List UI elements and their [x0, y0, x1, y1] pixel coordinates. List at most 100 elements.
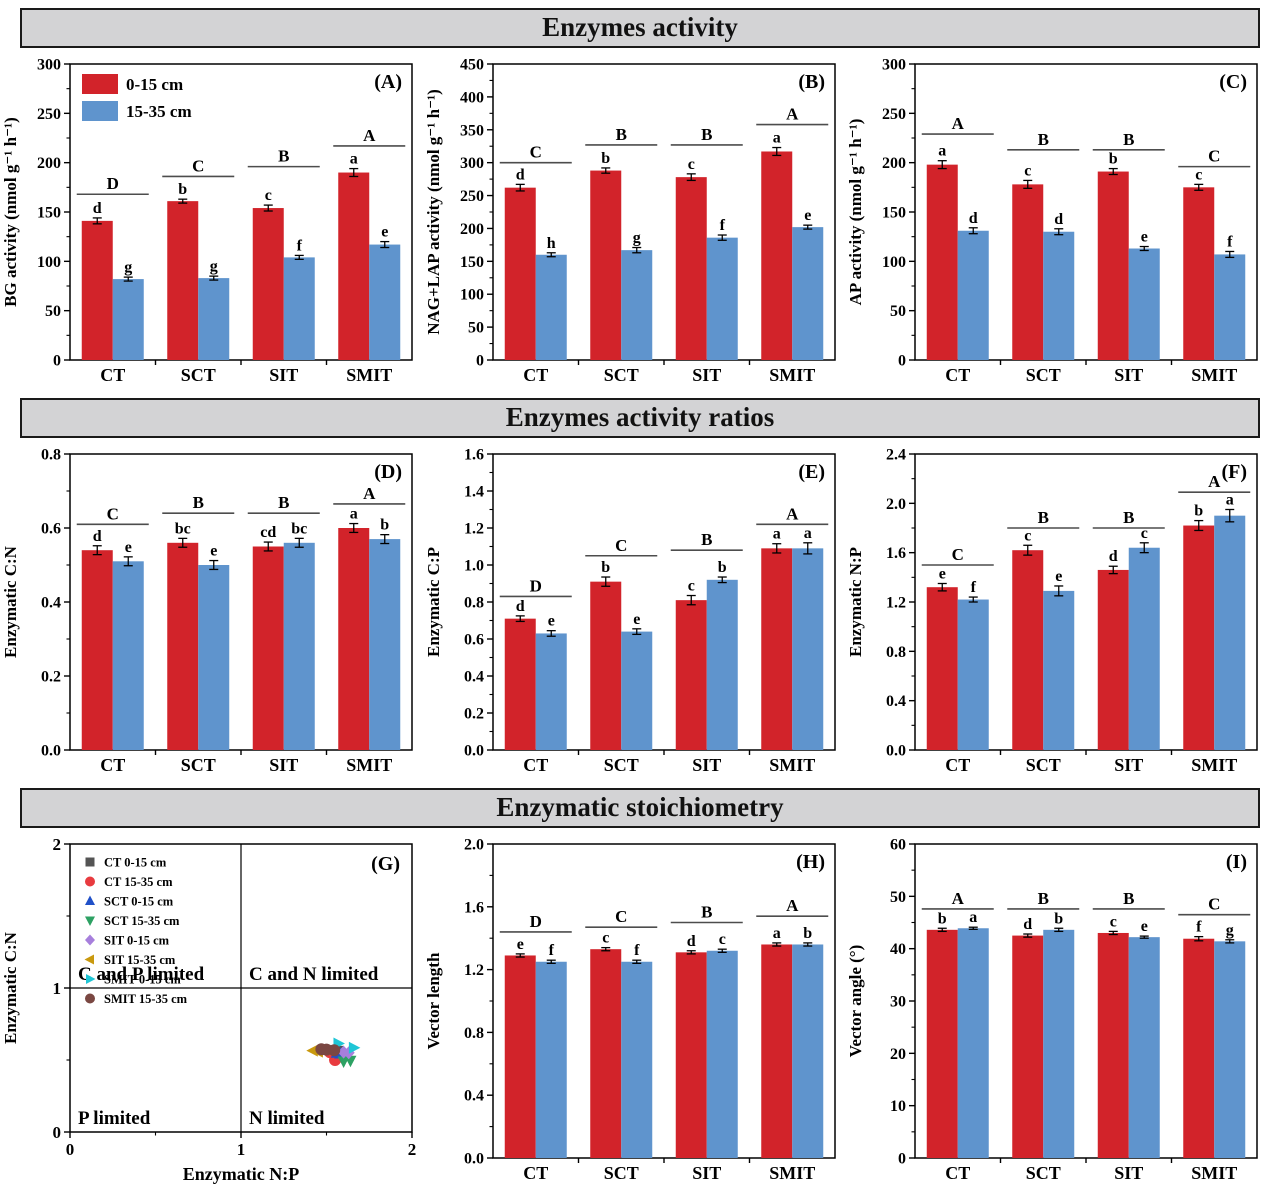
bar-15-35cm: [706, 579, 738, 750]
y-tick-label: 0.4: [41, 595, 61, 612]
bar-letter: e: [633, 611, 640, 628]
sig-letter: C: [952, 545, 964, 564]
sig-letter: B: [701, 125, 712, 144]
bar-0-15cm: [338, 528, 370, 750]
chart-B: 0 50 100 150 200 250 300 350 400 450 CT d h C SCT b g B SI…: [424, 57, 836, 385]
bar-letter: bc: [291, 520, 307, 537]
y-tick-label: 0: [898, 353, 906, 370]
y-tick-label: 0.4: [464, 669, 484, 686]
bar-letter: b: [1055, 910, 1064, 927]
sig-letter: B: [1123, 889, 1134, 908]
y-tick-label: 150: [37, 205, 61, 222]
bar-15-35cm: [112, 279, 144, 360]
sig-letter: D: [107, 174, 119, 193]
y-tick-label: 0.8: [464, 595, 484, 612]
legend-label: SMIT 0-15 cm: [104, 973, 181, 987]
y-tick-label: 0: [53, 353, 61, 370]
bar-0-15cm: [252, 208, 284, 360]
category-label: SIT: [1114, 755, 1143, 775]
y-tick-label: 1: [53, 979, 62, 998]
category-label: SIT: [269, 365, 298, 385]
figure-root: Enzymes activity 0 50 100 150 200 250 300 CT d g D…: [0, 8, 1268, 1188]
sig-letter: A: [952, 114, 965, 133]
y-tick-label: 200: [37, 155, 61, 172]
bar-letter: c: [687, 156, 694, 173]
section-header-enzymes-activity: Enzymes activity: [20, 8, 1260, 48]
y-tick-label: 350: [460, 122, 484, 139]
y-tick-label: 2.4: [886, 447, 906, 464]
bar-15-35cm: [620, 961, 652, 1158]
bar-0-15cm: [81, 220, 113, 360]
y-tick-label: 2.0: [886, 496, 906, 513]
panel-tag: (G): [371, 853, 400, 875]
y-tick-label: 0.8: [886, 644, 906, 661]
bar-0-15cm: [926, 164, 958, 360]
y-tick-label: 1.6: [464, 899, 484, 916]
scatter-marker-triangle-down: [344, 1055, 357, 1068]
bar-letter: b: [717, 559, 726, 576]
y-axis-label: Enzymatic C:N: [1, 931, 20, 1044]
y-tick-label: 250: [460, 188, 484, 205]
legend-label: CT 15-35 cm: [104, 875, 173, 889]
scatter-marker-triangle-right: [348, 1041, 361, 1054]
bar-0-15cm: [167, 201, 199, 360]
y-tick-label: 0.0: [41, 743, 61, 760]
bar-15-35cm: [198, 278, 230, 360]
bar-15-35cm: [1043, 590, 1075, 750]
sig-letter: B: [278, 147, 289, 166]
panel-tag: (H): [796, 851, 825, 873]
category-label: SIT: [692, 365, 721, 385]
bar-15-35cm: [283, 257, 315, 360]
scatter-marker-diamond: [85, 934, 95, 946]
y-tick-label: 1.2: [464, 962, 484, 979]
scatter-marker-triangle-down: [85, 916, 95, 926]
panel-tag: (F): [1222, 461, 1248, 483]
y-tick-label: 2.0: [464, 837, 484, 854]
bar-15-35cm: [957, 928, 989, 1158]
y-tick-label: 0.8: [464, 1025, 484, 1042]
legend-label: SIT 15-35 cm: [104, 953, 176, 967]
scatter-marker-triangle-left: [84, 954, 94, 965]
bar-0-15cm: [1183, 187, 1215, 360]
y-tick-label: 200: [882, 155, 906, 172]
bar-letter: c: [265, 187, 272, 204]
y-axis-label: Vector angle (°): [846, 945, 865, 1058]
bar-letter: c: [1141, 525, 1148, 542]
bar-letter: e: [547, 613, 554, 630]
category-label: CT: [100, 365, 125, 385]
y-tick-label: 450: [460, 57, 484, 74]
category-label: SMIT: [769, 1163, 815, 1183]
category-label: SIT: [269, 755, 298, 775]
sig-letter: A: [786, 504, 799, 523]
bar-0-15cm: [926, 587, 958, 750]
bar-letter: e: [516, 936, 523, 953]
bar-letter: b: [380, 517, 389, 534]
quadrant-label-top-right: C and N limited: [249, 964, 379, 985]
category-label: SCT: [1026, 365, 1061, 385]
bar-letter: f: [548, 942, 554, 959]
sig-letter: A: [363, 126, 376, 145]
bar-letter: e: [210, 543, 217, 560]
panel-D: 0.0 0.2 0.4 0.6 0.8 CT d e C SCT bc e B SIT cd bc B SMIT a…: [0, 446, 423, 780]
sig-letter: A: [363, 484, 376, 503]
x-axis-label: Enzymatic N:P: [183, 1164, 299, 1184]
bar-letter: e: [381, 224, 388, 241]
bar-15-35cm: [1128, 248, 1160, 360]
bar-15-35cm: [620, 631, 652, 750]
bar-letter: e: [939, 566, 946, 583]
legend-label: SIT 0-15 cm: [104, 934, 170, 948]
y-tick-label: 100: [37, 254, 61, 271]
scatter-marker-triangle-left: [306, 1044, 318, 1057]
section-title: Enzymes activity: [542, 12, 738, 42]
bar-letter: c: [718, 931, 725, 948]
y-tick-label: 60: [890, 837, 906, 854]
bar-0-15cm: [338, 172, 370, 360]
y-tick-label: 250: [37, 106, 61, 123]
bar-letter: f: [971, 579, 977, 596]
bar-0-15cm: [1183, 938, 1215, 1158]
sig-letter: B: [1038, 889, 1049, 908]
bar-letter: b: [803, 925, 812, 942]
bar-letter: c: [1024, 162, 1031, 179]
legend-swatch: [82, 74, 118, 94]
